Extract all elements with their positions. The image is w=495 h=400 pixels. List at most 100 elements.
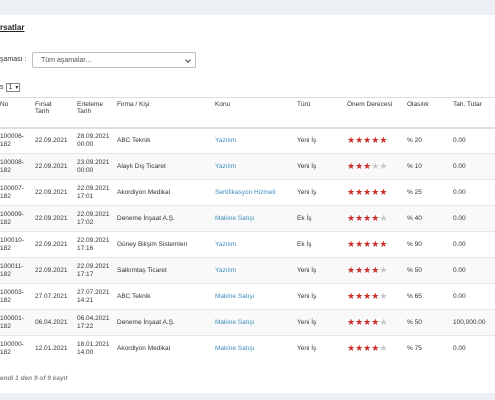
star: ★: [355, 238, 364, 249]
header-row: No Fırsat Tarih Erteleme Tarih Firma / Kişi…: [0, 97, 495, 129]
topic-link[interactable]: Makine Satışı: [215, 214, 255, 222]
cell-edate: 27.07.2021 14:21: [72, 283, 112, 310]
topic-link[interactable]: Makine Satışı: [215, 292, 255, 300]
table-row[interactable]: 100007-182 22.09.2021 22.09.2021 17:01 Akor…: [0, 179, 495, 206]
cell-olasilik: % 65: [402, 283, 448, 310]
star: ★: [379, 186, 388, 197]
star: ★: [379, 264, 388, 275]
star: ★: [363, 238, 372, 249]
star: ★: [363, 186, 372, 197]
star: ★: [371, 238, 380, 249]
star: ★: [355, 212, 364, 223]
table-row[interactable]: 100000-182 12.01.2021 18.01.2021 14:00 Akor…: [0, 335, 495, 362]
cell-tutar: 0.00: [448, 179, 495, 206]
column-header[interactable]: Önem Derecesi: [342, 97, 402, 129]
cell-konu: Makine Satışı: [210, 205, 292, 232]
column-header[interactable]: Türü: [292, 97, 342, 129]
cell-tur: Ek İş: [292, 205, 342, 232]
star: ★: [371, 212, 380, 223]
cell-rating: ★★★★★: [342, 335, 402, 362]
star: ★: [379, 134, 388, 145]
cell-fdate: 12.01.2021: [30, 335, 72, 362]
cell-konu: Makine Satışı: [210, 283, 292, 310]
star: ★: [355, 290, 364, 301]
rating-stars: ★★★★★: [347, 238, 388, 249]
cell-olasilik: % 50: [402, 257, 448, 284]
star: ★: [371, 342, 380, 353]
star: ★: [379, 238, 388, 249]
cell-tutar: 0.00: [448, 127, 495, 154]
topic-link[interactable]: Makine Satışı: [215, 344, 255, 352]
star: ★: [355, 316, 364, 327]
cell-olasilik: % 75: [402, 335, 448, 362]
star: ★: [355, 160, 364, 171]
column-header[interactable]: Fırsat Tarih: [30, 97, 72, 129]
column-header[interactable]: Firma / Kişi: [112, 97, 210, 129]
stage-select[interactable]: Tüm aşamalar...: [32, 52, 196, 68]
cell-fdate: 22.09.2021: [30, 179, 72, 206]
table-row[interactable]: 100006-182 22.09.2021 28.09.2021 00:00 ABC …: [0, 127, 495, 154]
topic-link[interactable]: Yazılım: [215, 240, 237, 248]
rating-stars: ★★★★★: [347, 264, 388, 275]
page-size-select[interactable]: 1: [5, 83, 21, 92]
topic-link[interactable]: Sertifikasyon Hizmeti: [215, 188, 276, 196]
column-header[interactable]: Tah. Tutar: [448, 97, 495, 129]
cell-edate: 06.04.2021 17:22: [72, 309, 112, 336]
star: ★: [363, 290, 372, 301]
table-row[interactable]: 100001-182 06.04.2021 06.04.2021 17:22 Dene…: [0, 309, 495, 336]
cell-tur: Yeni İş: [292, 179, 342, 206]
cell-no: 100007-182: [0, 179, 30, 206]
cell-rating: ★★★★★: [342, 257, 402, 284]
star: ★: [347, 264, 356, 275]
star: ★: [355, 264, 364, 275]
cell-tutar: 0.00: [448, 283, 495, 310]
cell-no: 100003-182: [0, 283, 30, 310]
cell-konu: Yazılım: [210, 231, 292, 258]
panel: rsatlar şaması : Tüm aşamalar... s1 NoFı…: [0, 15, 495, 393]
table-row[interactable]: 100009-182 22.09.2021 22.09.2021 17:02 Dene…: [0, 205, 495, 232]
cell-edate: 22.09.2021 17:02: [72, 205, 112, 232]
cell-konu: Yazılım: [210, 257, 292, 284]
table-row[interactable]: 100003-182 27.07.2021 27.07.2021 14:21 ABC …: [0, 283, 495, 310]
star: ★: [379, 290, 388, 301]
column-header[interactable]: Erteleme Tarih: [72, 97, 112, 129]
cell-edate: 22.09.2021 17:01: [72, 179, 112, 206]
cell-konu: Makine Satışı: [210, 335, 292, 362]
cell-edate: 22.09.2021 17:16: [72, 231, 112, 258]
table-row[interactable]: 100010-182 22.09.2021 22.09.2021 17:16 Güne…: [0, 231, 495, 258]
cell-edate: 18.01.2021 14:00: [72, 335, 112, 362]
star: ★: [379, 342, 388, 353]
star: ★: [347, 186, 356, 197]
star: ★: [371, 264, 380, 275]
star: ★: [379, 212, 388, 223]
table-row[interactable]: 100011-182 22.09.2021 22.09.2021 17:17 Salk…: [0, 257, 495, 284]
column-header[interactable]: Olasılık: [402, 97, 448, 129]
table-row[interactable]: 100008-182 22.09.2021 23.09.2021 00:00 Alay…: [0, 153, 495, 180]
cell-olasilik: % 10: [402, 153, 448, 180]
cell-tutar: 100,000.00: [448, 309, 495, 336]
page-title[interactable]: rsatlar: [0, 23, 25, 32]
star: ★: [363, 342, 372, 353]
cell-olasilik: % 20: [402, 127, 448, 154]
topic-link[interactable]: Yazılım: [215, 162, 237, 170]
topic-link[interactable]: Makine Satışı: [215, 318, 255, 326]
cell-firma: Salkımtaş Ticaret: [112, 257, 210, 284]
cell-fdate: 27.07.2021: [30, 283, 72, 310]
topic-link[interactable]: Yazılım: [215, 266, 237, 274]
cell-konu: Yazılım: [210, 153, 292, 180]
cell-konu: Sertifikasyon Hizmeti: [210, 179, 292, 206]
star: ★: [363, 134, 372, 145]
star: ★: [379, 316, 388, 327]
column-header[interactable]: No: [0, 97, 30, 129]
star: ★: [363, 264, 372, 275]
star: ★: [347, 134, 356, 145]
column-header[interactable]: Konu: [210, 97, 292, 129]
cell-tutar: 0.00: [448, 205, 495, 232]
cell-rating: ★★★★★: [342, 153, 402, 180]
topic-link[interactable]: Yazılım: [215, 136, 237, 144]
rating-stars: ★★★★★: [347, 290, 388, 301]
cell-firma: Güney Bilişim Sistemleri: [112, 231, 210, 258]
cell-tur: Yeni İş: [292, 127, 342, 154]
star: ★: [347, 212, 356, 223]
